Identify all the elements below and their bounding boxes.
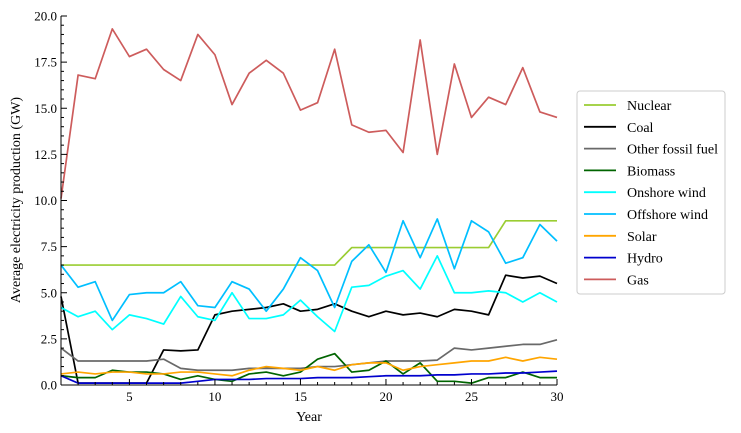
y-tick-label: 5.0 bbox=[41, 285, 57, 300]
x-tick-label: 25 bbox=[465, 389, 478, 404]
legend: Nuclear Coal Other fossil fuel Biomass Onsho… bbox=[576, 90, 726, 295]
legend-label: Other fossil fuel bbox=[627, 143, 718, 158]
legend-box bbox=[576, 90, 726, 295]
x-axis-label: Year bbox=[296, 410, 322, 425]
y-axis-label: Average electricity production (GW) bbox=[9, 97, 24, 303]
legend-label: Nuclear bbox=[627, 99, 672, 114]
legend-label: Gas bbox=[627, 273, 649, 288]
ticks: 5 10 15 20 25 30 0.0 2.5 5.0 7.5 10.0 12.5 15.0 17.5 2… bbox=[34, 9, 563, 405]
y-tick-label: 10.0 bbox=[34, 193, 57, 208]
x-tick-label: 15 bbox=[294, 389, 307, 404]
axes bbox=[60, 16, 557, 386]
y-tick-label: 2.5 bbox=[41, 331, 57, 346]
legend-label: Hydro bbox=[627, 252, 663, 267]
y-tick-label: 17.5 bbox=[34, 55, 57, 70]
series-line-onshore-wind bbox=[60, 255, 558, 333]
series-lines bbox=[60, 28, 558, 384]
legend-label: Biomass bbox=[627, 164, 675, 179]
x-tick-label: 5 bbox=[126, 389, 133, 404]
series-line-solar bbox=[60, 356, 558, 377]
legend-label: Coal bbox=[627, 121, 654, 136]
series-line-hydro bbox=[60, 370, 558, 384]
x-tick-label: 20 bbox=[379, 389, 392, 404]
y-tick-label: 12.5 bbox=[34, 147, 57, 162]
y-tick-label: 7.5 bbox=[41, 239, 57, 254]
legend-label: Solar bbox=[627, 230, 657, 245]
series-line-offshore-wind bbox=[60, 218, 558, 322]
x-tick-label: 30 bbox=[551, 389, 564, 404]
legend-label: Offshore wind bbox=[627, 208, 708, 223]
y-tick-label: 15.0 bbox=[34, 101, 57, 116]
y-tick-label: 20.0 bbox=[34, 9, 57, 24]
series-line-other-fossil-fuel bbox=[60, 338, 558, 372]
x-tick-label: 10 bbox=[208, 389, 221, 404]
series-line-biomass bbox=[60, 352, 557, 384]
series-line-gas bbox=[60, 28, 558, 199]
legend-label: Onshore wind bbox=[627, 186, 706, 201]
y-tick-label: 0.0 bbox=[41, 378, 57, 393]
